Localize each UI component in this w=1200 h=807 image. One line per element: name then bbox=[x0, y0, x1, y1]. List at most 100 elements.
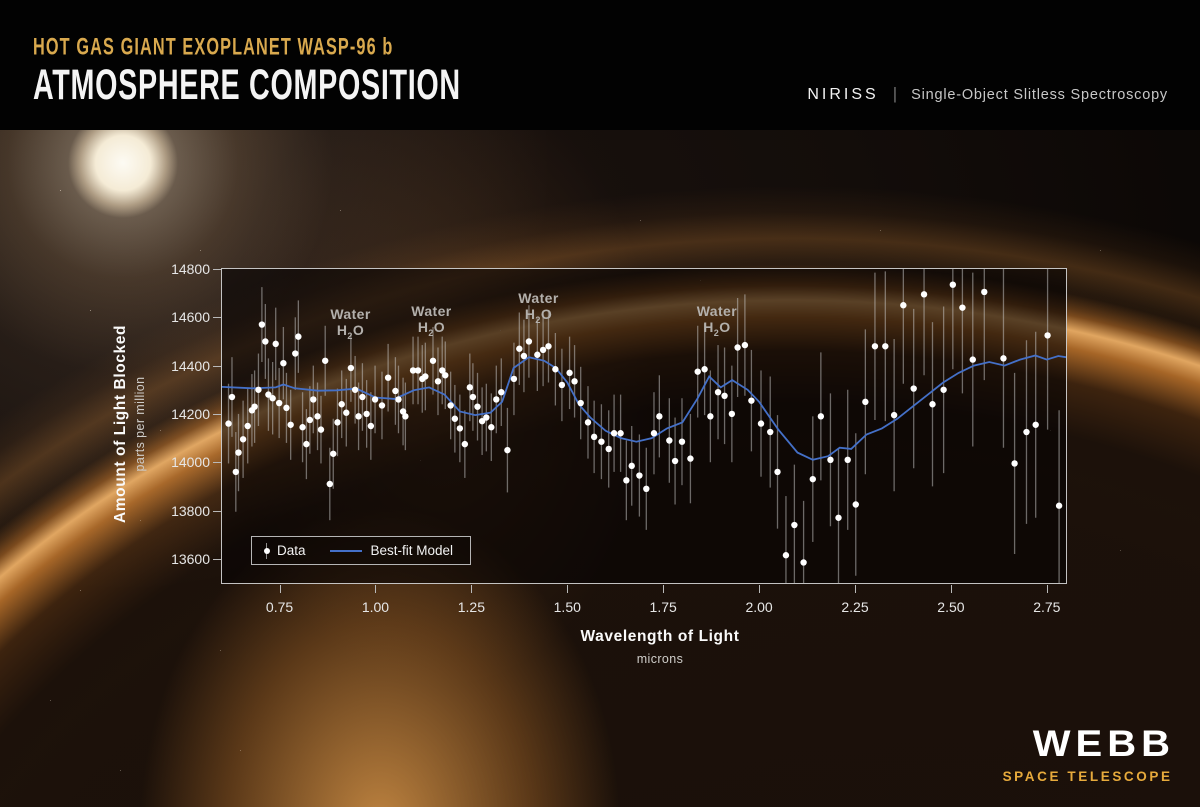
data-point bbox=[439, 367, 446, 374]
data-point bbox=[244, 422, 251, 430]
data-point bbox=[694, 368, 701, 375]
data-point bbox=[516, 345, 523, 352]
data-point bbox=[402, 413, 409, 420]
data-point bbox=[287, 421, 294, 428]
data-point bbox=[283, 404, 290, 412]
data-point bbox=[269, 395, 276, 402]
data-point bbox=[399, 408, 407, 415]
data-point bbox=[852, 501, 859, 508]
data-point bbox=[469, 393, 477, 401]
y-tick bbox=[213, 413, 221, 415]
data-point bbox=[827, 456, 834, 464]
data-point bbox=[280, 360, 287, 367]
webb-logo: WEBB SPACE TELESCOPE bbox=[1003, 722, 1170, 784]
instrument-info: NIRISS | Single-Object Slitless Spectros… bbox=[807, 84, 1168, 104]
data-point bbox=[577, 399, 584, 407]
x-tick-label: 1.50 bbox=[553, 599, 581, 615]
data-point bbox=[493, 396, 500, 403]
data-point bbox=[558, 381, 566, 389]
model-line bbox=[222, 354, 1066, 461]
x-tick-label: 0.75 bbox=[265, 599, 294, 615]
data-point bbox=[235, 449, 242, 456]
data-point bbox=[488, 424, 495, 431]
legend-model-label: Best-fit Model bbox=[370, 543, 454, 558]
data-point bbox=[338, 401, 345, 408]
data-point bbox=[258, 321, 266, 328]
data-point bbox=[525, 338, 533, 345]
data-point bbox=[461, 440, 469, 448]
x-tick bbox=[950, 585, 952, 593]
data-point bbox=[800, 559, 807, 566]
data-point bbox=[721, 392, 728, 400]
data-point bbox=[474, 403, 481, 410]
data-point bbox=[429, 357, 437, 364]
data-point bbox=[442, 372, 449, 379]
data-point bbox=[295, 333, 302, 340]
data-point bbox=[510, 375, 518, 383]
data-point bbox=[571, 378, 578, 385]
data-point bbox=[687, 455, 694, 462]
data-point bbox=[1044, 332, 1051, 339]
data-point bbox=[701, 366, 708, 373]
data-point bbox=[643, 485, 650, 492]
data-point bbox=[959, 304, 966, 311]
data-point bbox=[451, 415, 459, 422]
y-tick bbox=[213, 462, 221, 464]
data-point bbox=[310, 396, 317, 403]
x-axis-label: Wavelength of Light bbox=[580, 628, 740, 645]
water-annotation: Water H2O bbox=[411, 303, 452, 338]
data-point bbox=[395, 396, 402, 403]
data-point bbox=[504, 446, 511, 454]
y-axis-label: Amount of Light Blocked bbox=[111, 324, 129, 524]
y-tick bbox=[213, 510, 221, 512]
data-point bbox=[552, 366, 559, 373]
y-tick bbox=[213, 269, 221, 270]
data-point bbox=[748, 397, 755, 404]
data-point bbox=[981, 288, 988, 296]
data-point bbox=[1023, 428, 1030, 436]
data-point bbox=[384, 374, 392, 381]
data-point bbox=[707, 413, 714, 420]
data-point bbox=[306, 416, 314, 424]
data-point bbox=[628, 462, 635, 470]
data-point bbox=[678, 438, 686, 445]
data-point bbox=[478, 417, 486, 425]
data-point bbox=[584, 419, 592, 426]
data-point bbox=[367, 422, 375, 430]
model-line-icon bbox=[329, 549, 362, 552]
data-point bbox=[466, 384, 474, 391]
data-point bbox=[598, 438, 605, 445]
x-axis-title: Wavelength of Light microns bbox=[460, 628, 860, 666]
data-point bbox=[334, 419, 341, 426]
separator-bar: | bbox=[892, 84, 898, 103]
water-annotation: Water H2O bbox=[696, 303, 738, 338]
y-tick-label: 13600 bbox=[171, 550, 210, 567]
eyebrow-title: HOT GAS GIANT EXOPLANET WASP-96 b bbox=[33, 33, 394, 60]
y-tick-label: 14200 bbox=[171, 405, 210, 422]
data-point bbox=[617, 430, 624, 437]
data-point bbox=[539, 346, 547, 354]
page-title: ATMOSPHERE COMPOSITION bbox=[33, 60, 461, 109]
spectrum-plot: Data Best-fit Model 14800 14600 14400 14200… bbox=[171, 261, 1067, 615]
data-point bbox=[292, 350, 299, 357]
data-point bbox=[714, 388, 722, 396]
data-point bbox=[1032, 421, 1039, 428]
x-tick-label: 2.25 bbox=[841, 599, 869, 615]
data-point bbox=[728, 410, 736, 418]
data-point bbox=[835, 514, 842, 521]
data-point bbox=[610, 430, 618, 437]
data-point bbox=[317, 426, 325, 433]
x-tick bbox=[1046, 585, 1048, 593]
webb-logo-subtext: SPACE TELESCOPE bbox=[1002, 769, 1173, 784]
data-point bbox=[809, 475, 816, 483]
x-tick-label: 2.50 bbox=[937, 599, 965, 615]
data-point bbox=[343, 409, 350, 416]
instrument-mode: Single-Object Slitless Spectroscopy bbox=[911, 87, 1168, 103]
data-point bbox=[351, 386, 359, 393]
data-point bbox=[275, 399, 283, 407]
data-point bbox=[940, 386, 947, 393]
y-tick bbox=[213, 365, 221, 367]
data-point bbox=[456, 425, 464, 432]
x-tick-label: 2.00 bbox=[745, 599, 773, 615]
data-point bbox=[969, 356, 976, 363]
